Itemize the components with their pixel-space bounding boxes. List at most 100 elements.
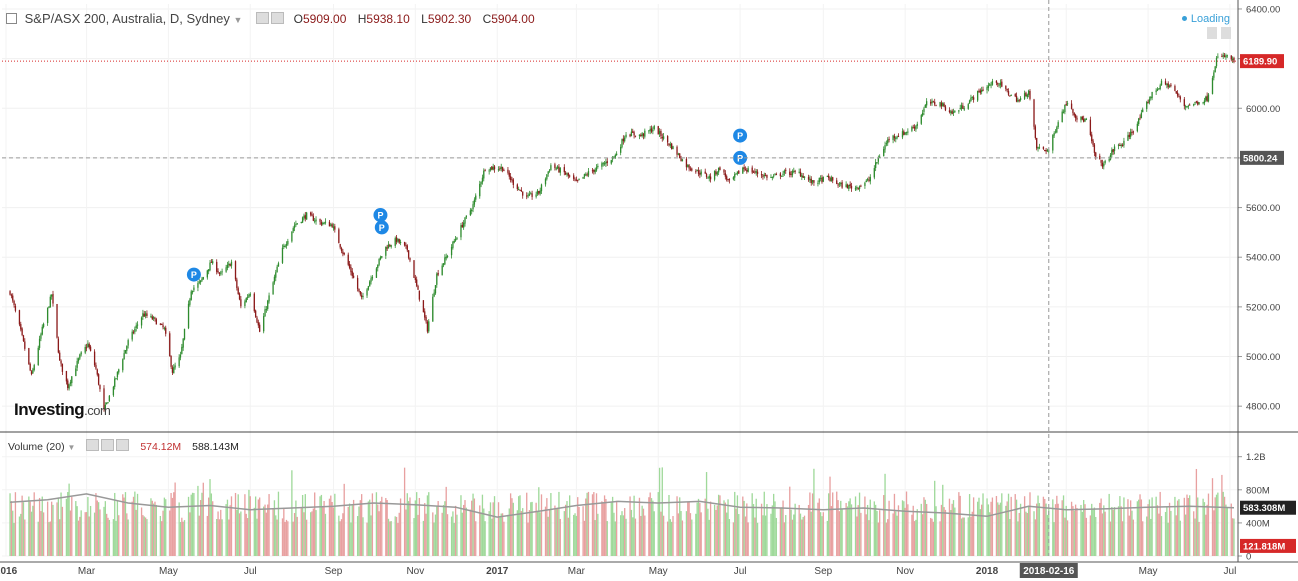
volume-bar bbox=[661, 467, 663, 556]
eye-icon[interactable] bbox=[86, 439, 100, 451]
candle-body bbox=[263, 316, 265, 332]
volume-bar bbox=[93, 512, 96, 556]
volume-bar bbox=[998, 504, 1000, 556]
candle-body bbox=[79, 354, 81, 359]
candle-body bbox=[1197, 101, 1199, 105]
candle-body bbox=[390, 245, 392, 247]
volume-bar bbox=[339, 521, 341, 556]
volume-bar bbox=[717, 494, 720, 556]
volume-bar bbox=[350, 522, 352, 556]
candle-body bbox=[1095, 152, 1097, 157]
volume-bar bbox=[951, 503, 953, 556]
event-marker[interactable] bbox=[373, 208, 388, 223]
candle-body bbox=[641, 133, 643, 137]
candle-body bbox=[972, 97, 975, 100]
event-marker[interactable] bbox=[186, 267, 201, 282]
volume-bar bbox=[1214, 497, 1216, 556]
volume-bar bbox=[556, 507, 559, 556]
volume-bar bbox=[904, 507, 906, 556]
collapse-icon[interactable] bbox=[6, 13, 17, 24]
time-axis-label: Mar bbox=[78, 566, 96, 577]
candle-body bbox=[649, 128, 651, 131]
event-marker[interactable] bbox=[733, 128, 748, 143]
volume-bar bbox=[171, 497, 174, 556]
candle-body bbox=[603, 163, 606, 165]
volume-bar bbox=[1006, 501, 1008, 556]
volume-bar bbox=[1207, 493, 1210, 556]
volume-bar bbox=[638, 497, 641, 556]
candle-body bbox=[210, 261, 213, 263]
volume-bar bbox=[1001, 493, 1003, 556]
volume-bar bbox=[856, 516, 858, 556]
volume-bar bbox=[837, 500, 839, 556]
volume-bar bbox=[1213, 510, 1215, 556]
volume-bar bbox=[836, 491, 838, 556]
volume-bar bbox=[174, 482, 176, 556]
volume-bar bbox=[959, 495, 961, 556]
candle-body bbox=[173, 367, 175, 374]
volume-bar bbox=[987, 504, 990, 556]
symbol-title[interactable]: S&P/ASX 200, Australia, D, Sydney bbox=[24, 11, 230, 26]
settings-icon[interactable] bbox=[101, 439, 115, 451]
candle-body bbox=[530, 193, 532, 195]
volume-bar bbox=[766, 504, 768, 556]
volume-bar bbox=[544, 506, 547, 556]
volume-bar bbox=[480, 512, 482, 556]
candle-body bbox=[358, 288, 360, 292]
volume-bar bbox=[319, 496, 321, 556]
volume-title[interactable]: Volume (20) bbox=[8, 441, 65, 453]
settings-icon[interactable] bbox=[271, 12, 285, 24]
candle-body bbox=[782, 173, 784, 176]
volume-bar bbox=[660, 511, 662, 556]
candle-body bbox=[854, 187, 857, 190]
candle-body bbox=[998, 84, 1000, 86]
candle-body bbox=[586, 174, 588, 176]
candle-body bbox=[422, 300, 425, 313]
volume-bar bbox=[642, 508, 645, 556]
volume-bar bbox=[334, 493, 336, 556]
volume-bar bbox=[1033, 511, 1035, 556]
candle-body bbox=[134, 328, 136, 333]
volume-bar bbox=[743, 500, 745, 556]
volume-bar bbox=[746, 503, 748, 556]
candle-body bbox=[1070, 103, 1073, 109]
volume-bar bbox=[577, 497, 579, 556]
event-marker[interactable] bbox=[374, 220, 389, 235]
candle-body bbox=[352, 275, 355, 278]
volume-bar bbox=[173, 492, 175, 556]
volume-bar bbox=[369, 499, 371, 556]
volume-bar bbox=[115, 520, 117, 556]
close-icon[interactable] bbox=[116, 439, 130, 451]
logo-main: Investing bbox=[14, 400, 85, 419]
volume-bar bbox=[218, 519, 221, 556]
candle-body bbox=[124, 350, 127, 354]
close-value: 5904.00 bbox=[491, 12, 535, 26]
crosshair-price-label: 5800.24 bbox=[1243, 153, 1278, 164]
candle-body bbox=[136, 324, 139, 326]
candle-body bbox=[347, 254, 349, 265]
volume-bar bbox=[497, 502, 500, 556]
volume-bar bbox=[371, 493, 374, 556]
chevron-down-icon[interactable]: ▼ bbox=[233, 15, 243, 25]
candle-body bbox=[123, 353, 125, 360]
volume-bar bbox=[649, 492, 651, 556]
candle-body bbox=[642, 133, 645, 136]
loading-dot-icon bbox=[1181, 16, 1187, 21]
volume-bar bbox=[621, 511, 623, 556]
volume-bar bbox=[1167, 522, 1169, 556]
candle-body bbox=[169, 333, 171, 357]
eye-icon[interactable] bbox=[256, 12, 270, 24]
candle-body bbox=[527, 195, 529, 197]
volume-bar bbox=[116, 500, 119, 556]
volume-bar bbox=[595, 493, 598, 556]
volume-bar bbox=[794, 503, 796, 556]
volume-bar bbox=[1066, 520, 1069, 556]
candle-body bbox=[499, 168, 501, 170]
chevron-down-icon[interactable]: ▼ bbox=[67, 443, 76, 452]
candle-body bbox=[1121, 144, 1124, 146]
candle-body bbox=[216, 261, 218, 272]
candle-body bbox=[680, 157, 682, 161]
candle-body bbox=[633, 132, 635, 136]
